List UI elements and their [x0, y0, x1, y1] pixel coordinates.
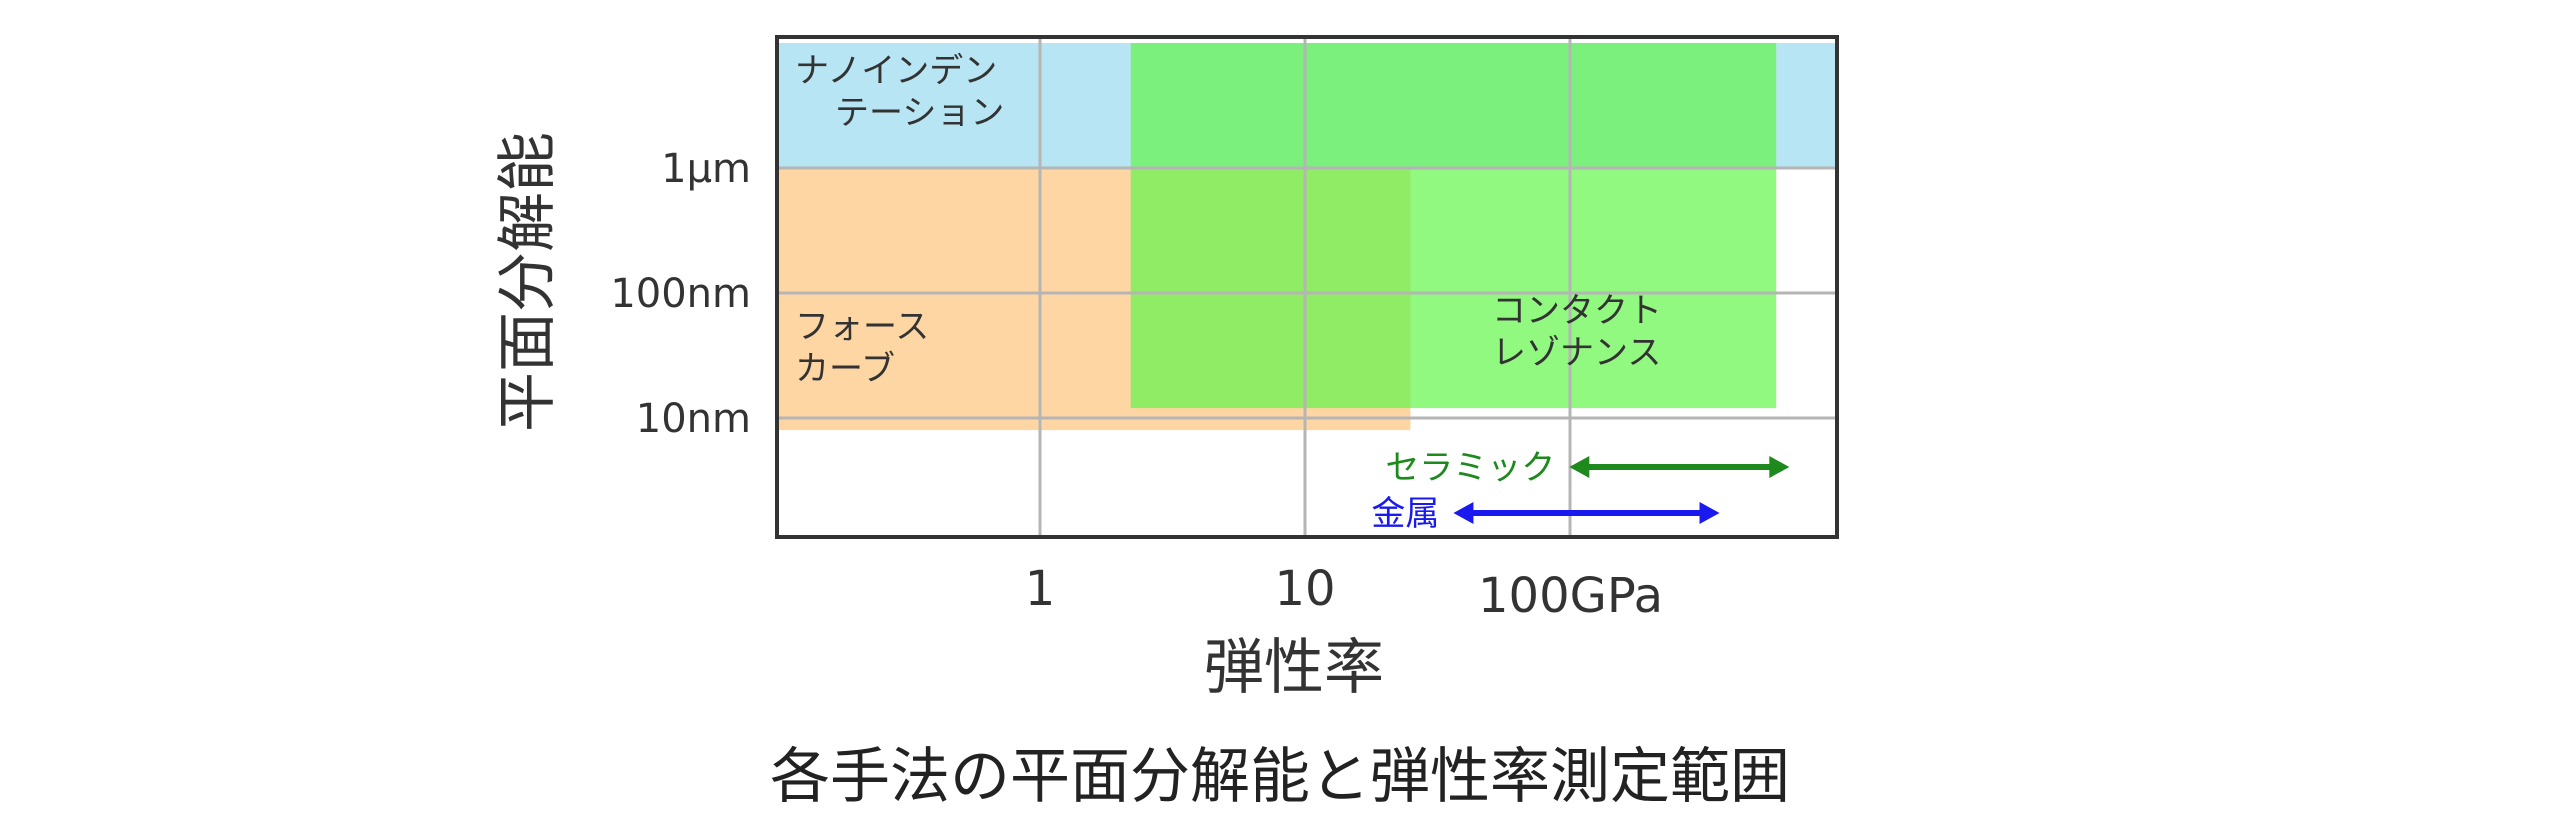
range-arrow: 金属: [1371, 494, 1720, 534]
y-tick-layer: 1μm 100nm 10nm: [610, 146, 751, 442]
region-label: レゾナンス: [1492, 333, 1661, 373]
y-tick-label: 100nm: [610, 271, 751, 317]
range-arrow-head-right: [1769, 456, 1790, 478]
x-tick-label: 10: [1274, 561, 1335, 617]
range-arrow-label: 金属: [1371, 494, 1439, 534]
range-arrow-head-left: [1569, 456, 1590, 478]
region-label: コンタクト: [1492, 291, 1662, 331]
plot-frame: [775, 35, 1839, 539]
y-axis-label: 平面分解能: [493, 132, 563, 432]
chart-caption: 各手法の平面分解能と弾性率測定範囲: [770, 742, 1790, 812]
grid-layer: [777, 37, 1837, 537]
range-arrow-head-left: [1453, 502, 1474, 524]
region-label: ナノインデン: [795, 51, 997, 91]
x-tick-layer: 1 10 100GPa: [1025, 561, 1663, 624]
range-arrow-head-right: [1699, 502, 1720, 524]
region-3: [1130, 43, 1777, 409]
y-tick-label: 1μm: [661, 146, 751, 192]
range-arrow: セラミック: [1385, 448, 1790, 488]
region-label: テーション: [835, 93, 1004, 133]
region-label: フォース: [795, 307, 929, 347]
x-axis-label: 弾性率: [1204, 633, 1384, 703]
y-tick-label: 10nm: [636, 396, 751, 442]
range-arrow-label: セラミック: [1385, 448, 1555, 488]
region-label: カーブ: [795, 349, 895, 389]
x-tick-label: 1: [1025, 561, 1056, 617]
x-tick-label: 100GPa: [1478, 568, 1663, 624]
